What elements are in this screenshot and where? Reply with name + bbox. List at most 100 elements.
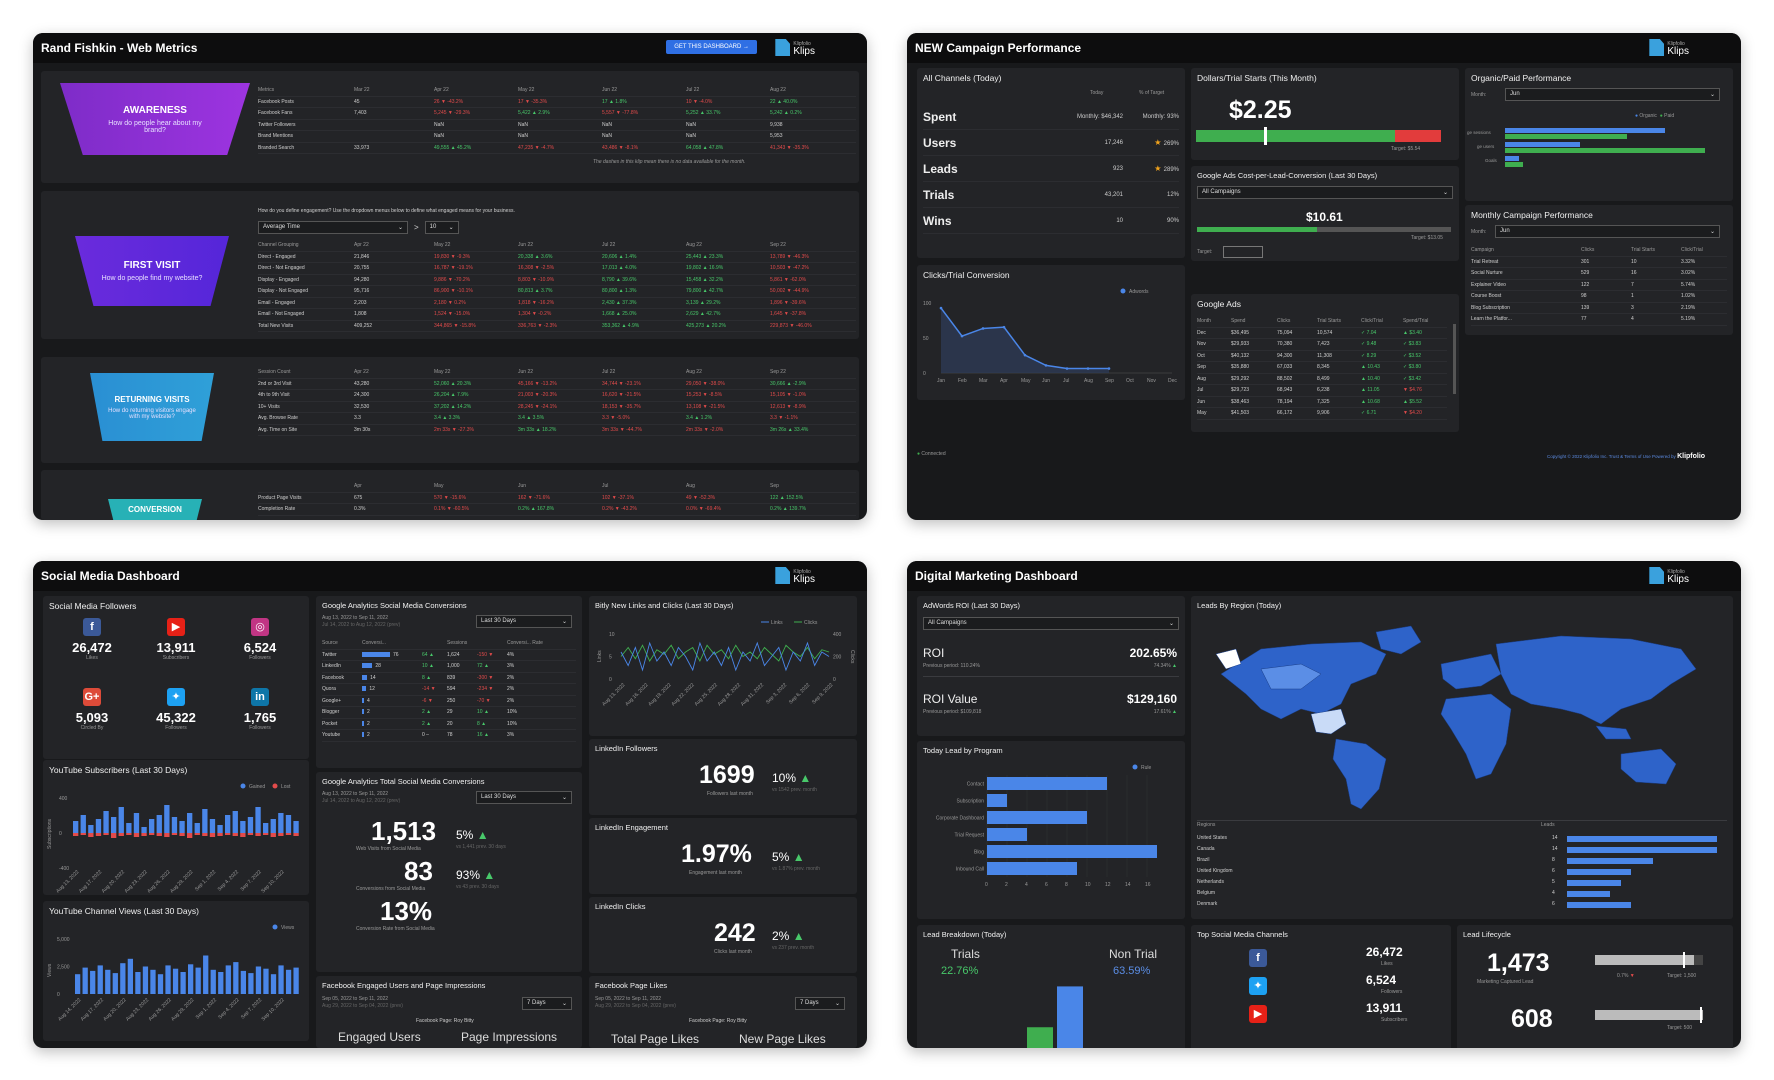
klips-logo-icon (775, 567, 791, 584)
map-region-greenland[interactable] (1375, 625, 1422, 655)
subs-gained-bar (194, 823, 200, 833)
cplc-campaign-select[interactable]: All Campaigns ⌄ (1197, 186, 1453, 199)
table-header-row: Campaign Clicks Trial Starts Click/Trial (1471, 245, 1727, 257)
subs-lost-bar (111, 833, 117, 838)
subs-gained-bar (293, 821, 299, 833)
table-cell: ✓ $3.52 (1403, 352, 1422, 359)
views-bar (248, 973, 254, 994)
footer-text[interactable]: Copyright © 2022 Klipfolio Inc. Trust & … (1547, 454, 1676, 459)
cplc-value: $10.61 (1306, 210, 1343, 224)
lead-bar (987, 828, 1027, 841)
google-ads-scrollbar[interactable] (1453, 324, 1456, 394)
fb-likes-range-select[interactable]: 7 Days ⌄ (795, 997, 845, 1010)
table-cell: 3 (1631, 304, 1634, 311)
channel-today: 10 (1116, 217, 1123, 224)
organic-month-label: Month: (1471, 92, 1487, 98)
table-row: Email - Not Engaged 1,808 1,524 ▼ -15.0% 1,… (258, 309, 856, 321)
table-cell: 0.3% (354, 506, 366, 512)
cplc-target-input[interactable] (1223, 246, 1263, 258)
get-dashboard-button[interactable]: GET THIS DASHBOARD → (666, 40, 757, 54)
chevron-down-icon: ⌄ (397, 225, 403, 231)
x-tick-label: Oct (1126, 378, 1134, 384)
linkedin-engagement-pct: 5% (772, 850, 790, 864)
dollars-target: Target: $5.54 (1391, 146, 1421, 152)
table-cell: 1,304 ▼ -0.2% (518, 311, 552, 317)
linkedin-clicks-pct: 2% (772, 929, 790, 943)
ga-conv-range-select[interactable]: Last 30 Days ⌄ (476, 615, 572, 628)
channel-row: Trials 43,201 12% (923, 182, 1179, 208)
subs-gained-bar (263, 823, 269, 833)
views-bar (97, 965, 103, 994)
x-tick-label: May (1021, 378, 1031, 384)
world-map[interactable] (1201, 614, 1721, 814)
table-cell: 9,886 ▼ -70.2% (434, 276, 471, 283)
lead-bar (987, 777, 1107, 790)
lead-bar (987, 845, 1157, 858)
fb-likes-page: Facebook Page: Roy Bitty (689, 1018, 747, 1024)
engagement-value-select[interactable]: 10 ⌄ (424, 221, 459, 234)
organic-month-select[interactable]: Jun ⌄ (1505, 88, 1720, 101)
ga-conversions-table: Source Conversi... Sessions Conversi... Rat… (322, 638, 576, 742)
subs-gained-bar (202, 809, 208, 833)
adwords-campaign-select[interactable]: All Campaigns ⌄ (923, 617, 1179, 630)
top-social-panel: Top Social Media Channels f 26,472 Likes ✦ 6… (1191, 925, 1451, 1048)
all-channels-panel: All Channels (Today) Today % of Target S… (917, 68, 1185, 258)
ga-total-select-value: Last 30 Days (481, 794, 517, 800)
map-region-asia[interactable] (1495, 635, 1697, 725)
klips-logo-icon (775, 39, 791, 56)
table-row: Direct - Not Engaged 20,755 16,787 ▼ -19.1… (258, 263, 856, 275)
follower-count: 5,093 (75, 710, 109, 725)
x-tick-label: Aug 29, 2022 (169, 869, 194, 893)
chevron-down-icon: ⌄ (561, 1001, 567, 1007)
table-cell: ✓ $3.80 (1403, 364, 1422, 370)
klips-logo: Klipfolio Klips (1649, 567, 1689, 584)
table-cell: 34,744 ▼ -23.1% (602, 380, 641, 387)
table-cell: 3% (507, 732, 515, 738)
subs-gained-bar (232, 811, 238, 833)
bitly-title: Bitly New Links and Clicks (Last 30 Days… (595, 601, 734, 610)
monthly-month-select[interactable]: Jun ⌄ (1495, 225, 1720, 238)
x-tick-label: Jun (1042, 378, 1050, 384)
subs-lost-bar (187, 833, 193, 838)
table-row: Jun $38,463 78,194 7,325 ▲ 10.68 ▲ $5.52 (1197, 397, 1447, 408)
klips-logo-icon (1649, 567, 1665, 584)
map-region-africa[interactable] (1440, 693, 1512, 780)
klips-logo-text: Klips (1667, 45, 1689, 57)
table-cell: 80,800 ▲ 1.3% (602, 288, 637, 294)
engagement-metric-select[interactable]: Average Time ⌄ (258, 221, 408, 234)
table-header-cell: Jun 22 (518, 369, 534, 375)
table-cell: 37,202 ▲ 14.2% (434, 403, 472, 410)
x-tick-label: Aug 13, 2022 (55, 869, 80, 893)
follower-count: 45,322 (156, 710, 196, 725)
map-region-indonesia[interactable] (1595, 725, 1632, 740)
map-region-alaska[interactable] (1215, 648, 1242, 670)
map-region-europe[interactable] (1440, 653, 1502, 690)
subs-lost-bar (118, 833, 124, 836)
conversion-rate-label: Conversion Rate from Social Media (356, 926, 435, 932)
top-social-title: Top Social Media Channels (1197, 930, 1288, 939)
subs-gained-bar (73, 821, 79, 833)
star-icon: ★ (1154, 164, 1164, 173)
views-bar (90, 970, 96, 994)
table-row: Avg. Browse Rate 3.3 3.4 ▲ 3.3% 3.4 ▲ 3.5% 3… (258, 413, 856, 425)
map-region-united-states[interactable] (1310, 708, 1347, 735)
ga-total-range-select[interactable]: Last 30 Days ⌄ (476, 791, 572, 804)
table-cell: ✓ $3.42 (1403, 375, 1422, 382)
map-region-canada[interactable] (1260, 663, 1322, 690)
table-cell: $36,495 (1231, 329, 1250, 336)
table-cell: 30,666 ▲ -2.9% (770, 380, 807, 387)
table-cell: Jun (1197, 398, 1206, 405)
col-target: % of Target (1139, 90, 1165, 96)
cplc-target-label: Target: (1197, 249, 1213, 255)
map-region-australia[interactable] (1620, 748, 1677, 785)
table-cell: 5.19% (1681, 316, 1696, 322)
table-cell: 0 – (422, 732, 429, 738)
x-tick-label: Aug 20, 2022 (101, 869, 126, 893)
table-cell: 409,252 (354, 322, 373, 329)
fb-engaged-range-select[interactable]: 7 Days ⌄ (522, 997, 572, 1010)
map-region-south-america[interactable] (1332, 738, 1387, 810)
subs-lost-bar (278, 833, 284, 836)
table-cell: 3.02% (1681, 270, 1696, 276)
table-cell: 675 (354, 494, 363, 501)
conversion-bar (362, 651, 390, 657)
